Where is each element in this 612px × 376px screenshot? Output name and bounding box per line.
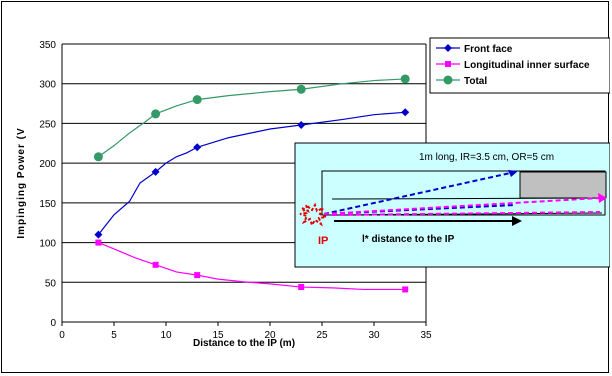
legend-marker [443,75,453,85]
y-tick-label: 250 [39,119,56,130]
axes [61,44,427,326]
x-tick-label: 35 [420,330,432,341]
y-tick-labels: 0 50 100 150 200 250 300 350 [39,40,56,329]
pipe-wall-block [519,171,607,199]
legend-box [429,37,610,94]
pink-arrow-head [598,193,607,203]
distance-arrow-head [512,216,522,226]
data-point [151,109,161,119]
legend-label: Front face [464,44,513,55]
x-tick-label: 10 [160,330,172,341]
blue-arrow-head [508,170,518,177]
data-point [297,121,306,130]
data-point [400,74,410,84]
x-axis-title: Distance to the IP (m) [193,338,295,349]
legend-item-total: Total [436,75,487,87]
data-point [93,152,103,162]
inset-diagram: 1m long, IR=3.5 cm, OR=5 cm IP l* distan… [294,142,610,268]
series-line [97,111,406,235]
inset-background [294,142,610,268]
y-tick-label: 0 [50,318,56,329]
blue-arrow-line [323,171,516,215]
legend-item-longitudinal-inner-surface: Longitudinal inner surface [436,60,590,71]
data-point [296,84,306,94]
x-tick-label: 0 [59,330,65,341]
y-tick-label: 50 [45,278,57,289]
pink-arrow-line [323,197,601,215]
legend-marker [445,61,451,67]
data-point [152,261,159,268]
grid-lines [62,43,426,323]
data-point [401,108,410,117]
x-tick-label: 25 [316,330,328,341]
y-tick-label: 350 [39,40,56,51]
ip-label: IP [318,235,328,247]
x-tick-label: 30 [368,330,380,341]
data-point [94,230,103,239]
distance-label: l* distance to the IP [362,234,455,245]
legend-label: Total [464,76,487,87]
data-point [402,286,409,293]
legend-item-front-face: Front face [436,44,513,55]
data-point [95,239,102,246]
data-point [151,167,160,176]
y-tick-label: 300 [39,80,56,91]
data-point [193,143,202,152]
legend-marker [444,44,452,52]
data-point [194,272,201,279]
pink-arrow-line-lower [331,211,601,216]
x-tick-label: 15 [212,330,224,341]
x-tick-label: 20 [264,330,276,341]
y-tick-label: 200 [39,159,56,170]
legend-label: Longitudinal inner surface [464,60,590,71]
data-point [192,95,202,105]
x-tick-label: 5 [111,330,117,341]
y-axis-title: Impinging Power (V [16,127,27,238]
series-group [93,74,410,293]
legend: Front face Longitudinal inner surface Tota… [429,37,610,94]
y-tick-label: 100 [39,239,56,250]
ip-burst-icon [299,201,330,228]
data-point [298,284,305,291]
series-line [98,242,406,291]
x-tick-labels: 0 5 10 15 20 25 30 35 [59,330,432,341]
inset-dimensions-note: 1m long, IR=3.5 cm, OR=5 cm [419,152,554,163]
series-total [93,74,410,162]
series-longitudinal-inner-surface [95,239,409,293]
y-tick-label: 150 [39,199,56,210]
pipe-axis-line [331,197,603,200]
series-front-face [94,108,410,239]
